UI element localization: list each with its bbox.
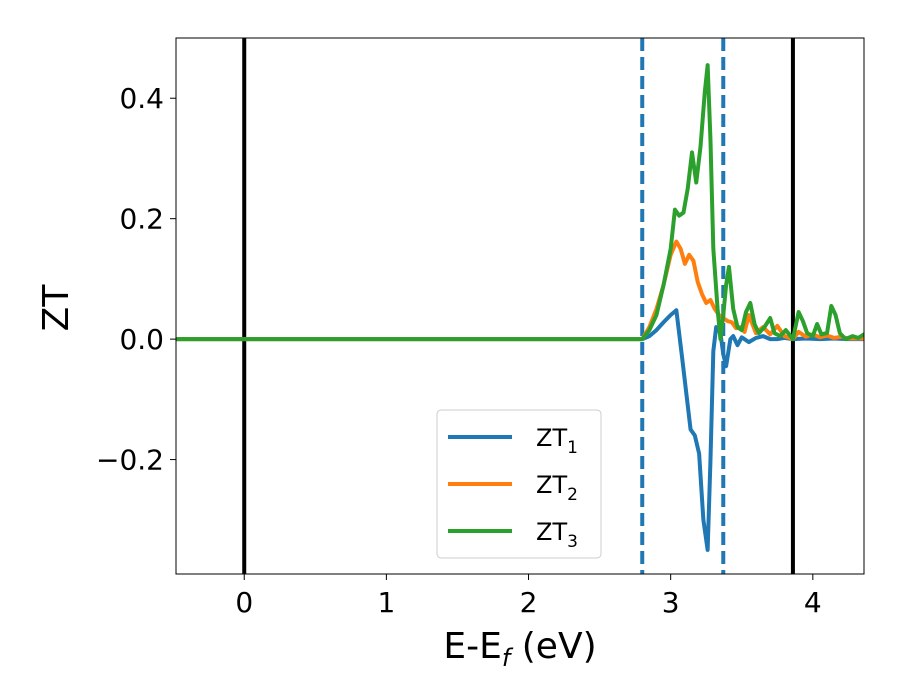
- x-tick-label: 1: [377, 586, 395, 619]
- x-axis-title-unit: (eV): [510, 626, 596, 667]
- y-axis-title: ZT: [36, 284, 77, 332]
- legend-label-zt2: ZT2: [536, 471, 578, 505]
- y-tick-label: 0.0: [119, 323, 164, 356]
- x-axis-title-main: E-E: [443, 626, 501, 667]
- x-axis-title: E-Ef (eV): [443, 626, 596, 672]
- x-tick-label: 3: [662, 586, 680, 619]
- series-line-zt3: [176, 63, 864, 342]
- legend-box: [436, 409, 602, 559]
- y-tick-label: 0.2: [119, 203, 164, 236]
- y-tick-label: −0.2: [96, 444, 164, 477]
- legend: ZT1 ZT2 ZT3: [436, 409, 602, 559]
- x-tick-label: 0: [235, 586, 253, 619]
- y-axis-ticks: −0.2 0.0 0.2 0.4: [96, 82, 176, 477]
- plot-area-frame: [175, 37, 865, 575]
- x-tick-label: 4: [804, 586, 822, 619]
- x-axis-ticks: 0 1 2 3 4: [235, 574, 822, 619]
- x-tick-label: 2: [520, 586, 538, 619]
- legend-label-zt1: ZT1: [536, 424, 578, 458]
- series-lines: [176, 63, 864, 552]
- legend-label-zt3: ZT3: [536, 518, 578, 552]
- y-tick-label: 0.4: [119, 82, 164, 115]
